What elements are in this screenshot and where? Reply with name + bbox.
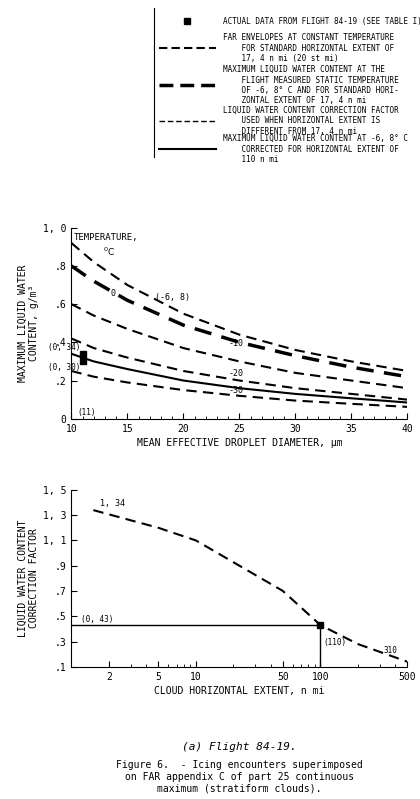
Text: -10: -10 [228,339,243,348]
Text: 1, 34: 1, 34 [100,499,125,508]
Text: Figure 6.  - Icing encounters superimposed
on FAR appendix C of part 25 continuo: Figure 6. - Icing encounters superimpose… [116,760,363,793]
Text: LIQUID WATER CONTENT CORRECTION FACTOR
    USED WHEN HORIZONTAL EXTENT IS
    DI: LIQUID WATER CONTENT CORRECTION FACTOR U… [223,106,398,136]
Text: 310: 310 [383,646,397,655]
Text: (0, 43): (0, 43) [81,615,114,624]
Text: (0, 34): (0, 34) [48,343,80,352]
Text: (a) Flight 84-19.: (a) Flight 84-19. [182,742,297,752]
X-axis label: MEAN EFFECTIVE DROPLET DIAMETER, μm: MEAN EFFECTIVE DROPLET DIAMETER, μm [136,438,342,447]
Y-axis label: MAXIMUM LIQUID WATER
CONTENT, g/m³: MAXIMUM LIQUID WATER CONTENT, g/m³ [17,264,39,382]
Text: MAXIMUM LIQUID WATER CONTENT AT -6, 8° C
    CORRECTED FOR HORIZONTAL EXTENT OF
: MAXIMUM LIQUID WATER CONTENT AT -6, 8° C… [223,134,407,164]
Text: (11): (11) [77,408,95,417]
Text: -30: -30 [228,386,243,395]
Text: FAR ENVELOPES AT CONSTANT TEMPERATURE
    FOR STANDARD HORIZONTAL EXTENT OF
    : FAR ENVELOPES AT CONSTANT TEMPERATURE FO… [223,34,394,63]
Text: TEMPERATURE,: TEMPERATURE, [74,233,138,241]
Text: (110): (110) [323,638,346,647]
Text: $^0$C: $^0$C [103,246,115,258]
Text: (0, 30): (0, 30) [48,364,80,372]
Text: 0: 0 [110,289,116,299]
Y-axis label: LIQUID WATER CONTENT
CORRECTION FACTOR: LIQUID WATER CONTENT CORRECTION FACTOR [17,519,39,637]
Text: ACTUAL DATA FROM FLIGHT 84-19 (SEE TABLE I): ACTUAL DATA FROM FLIGHT 84-19 (SEE TABLE… [223,17,420,26]
Text: (-6, 8): (-6, 8) [155,293,190,302]
Text: MAXIMUM LIQUID WATER CONTENT AT THE
    FLIGHT MEASURED STATIC TEMPERATURE
    O: MAXIMUM LIQUID WATER CONTENT AT THE FLIG… [223,66,398,105]
Text: -20: -20 [228,369,243,378]
X-axis label: CLOUD HORIZONTAL EXTENT, n mi: CLOUD HORIZONTAL EXTENT, n mi [154,686,325,696]
